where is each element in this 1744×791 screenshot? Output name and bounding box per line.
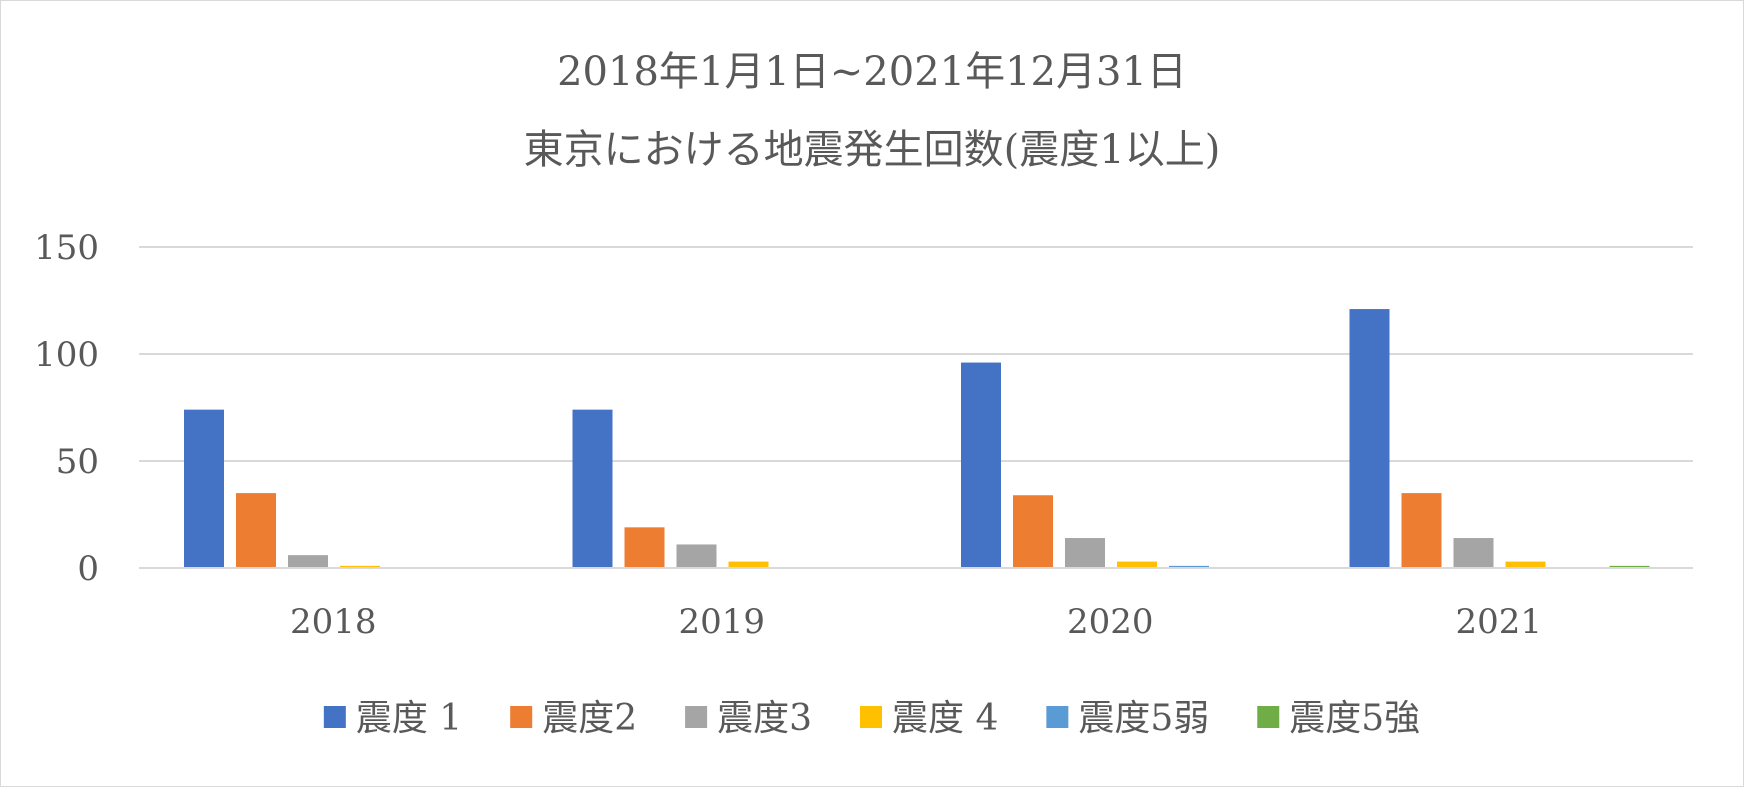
bar (624, 527, 665, 568)
bar (1013, 495, 1053, 568)
bar (1401, 493, 1442, 568)
legend-label: 震度 1 (356, 698, 462, 739)
legend-swatch (685, 706, 708, 728)
bar (1169, 565, 1209, 568)
bar (1453, 538, 1494, 568)
legend-item: 震度3 (685, 698, 812, 739)
x-tick-label: 2018 (290, 602, 377, 642)
bar (961, 362, 1001, 568)
legend: 震度 1 震度2 震度3 震度 4 震度5弱 震度5強 (323, 698, 1420, 739)
legend-item: 震度5強 (1257, 698, 1420, 739)
legend-item: 震度2 (510, 698, 637, 739)
bar (1117, 561, 1157, 568)
legend-swatch (510, 706, 533, 728)
bars (184, 309, 1650, 568)
y-tick-label: 150 (34, 228, 99, 268)
bar (728, 561, 769, 568)
bar (340, 565, 380, 568)
legend-label: 震度5強 (1289, 698, 1420, 739)
legend-swatch (1046, 706, 1069, 728)
bar (184, 409, 224, 568)
legend-swatch (1257, 706, 1280, 728)
y-tick-label: 50 (56, 442, 99, 482)
legend-label: 震度2 (542, 698, 637, 739)
x-tick-label: 2019 (678, 602, 765, 642)
legend-label: 震度3 (717, 698, 812, 739)
legend-item: 震度5弱 (1046, 698, 1209, 739)
legend-item: 震度 4 (860, 698, 998, 739)
x-tick-label: 2021 (1455, 602, 1542, 642)
bar (288, 555, 328, 568)
legend-swatch (323, 706, 346, 728)
y-axis-ticks: 0 50 100 150 (34, 228, 99, 589)
bar (676, 544, 717, 568)
y-tick-label: 100 (34, 335, 99, 375)
bar (236, 493, 276, 568)
y-tick-label: 0 (77, 549, 99, 589)
bar (1609, 565, 1650, 568)
bar (1065, 538, 1105, 568)
bar (1349, 309, 1390, 568)
gridlines (139, 246, 1693, 462)
bar (1505, 561, 1546, 568)
chart-title-line-1: 2018年1月1日~2021年12月31日 (557, 49, 1187, 95)
legend-label: 震度 4 (892, 698, 998, 739)
chart-title: 2018年1月1日~2021年12月31日 東京における地震発生回数(震度1以上… (524, 49, 1221, 173)
chart-title-line-2: 東京における地震発生回数(震度1以上) (524, 127, 1221, 173)
x-axis: 2018 2019 2020 2021 (139, 567, 1693, 642)
legend-label: 震度5弱 (1078, 698, 1209, 739)
bar (572, 409, 613, 568)
legend-swatch (860, 706, 882, 728)
x-tick-label: 2020 (1067, 602, 1154, 642)
legend-item: 震度 1 (323, 698, 462, 739)
